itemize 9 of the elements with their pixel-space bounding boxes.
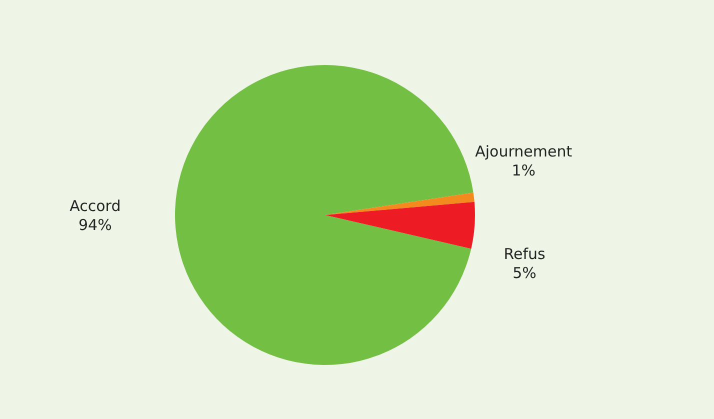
data-label: 1%	[512, 161, 536, 180]
slice-label: Ajournement	[475, 142, 572, 160]
slice-label: Refus	[504, 244, 546, 263]
pie-slice	[325, 192, 474, 215]
pie-slice	[325, 202, 475, 249]
data-label: 5%	[512, 264, 536, 282]
data-label: 94%	[78, 216, 112, 234]
slice-label: Accord	[70, 197, 121, 216]
pie-slice	[175, 65, 474, 365]
